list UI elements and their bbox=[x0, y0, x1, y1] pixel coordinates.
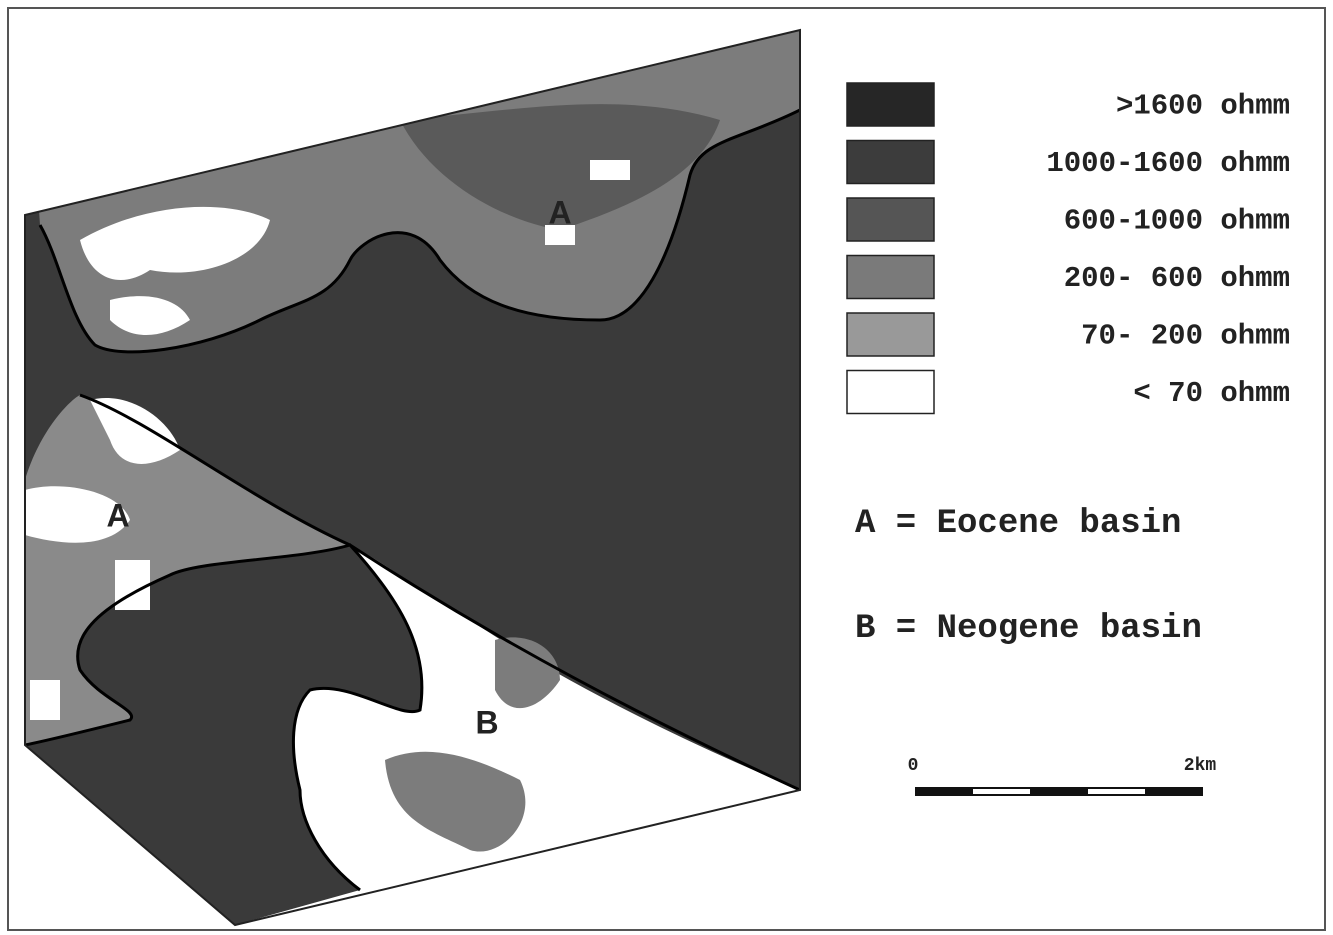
scale-bar-segment bbox=[973, 789, 1030, 794]
page: A A B >1600 ohmm 1000-1600 ohmm 600-1000 o… bbox=[0, 0, 1333, 935]
legend-label: >1600 ohmm bbox=[1116, 90, 1290, 123]
legend-label: 70- 200 ohmm bbox=[1081, 320, 1290, 353]
legend-label: 600-1000 ohmm bbox=[1064, 205, 1290, 238]
legend-swatch bbox=[847, 313, 934, 356]
scale-label: 0 bbox=[908, 756, 919, 776]
scale-bar-body bbox=[915, 787, 1203, 796]
map-label: A bbox=[106, 497, 129, 533]
scale-bar-segment bbox=[1088, 789, 1145, 794]
key-entry: B = Neogene basin bbox=[855, 610, 1202, 648]
key-entry: A = Eocene basin bbox=[855, 505, 1181, 543]
legend-swatch bbox=[847, 256, 934, 299]
legend-swatch bbox=[847, 141, 934, 184]
figure: A A B >1600 ohmm 1000-1600 ohmm 600-1000 o… bbox=[0, 0, 1333, 935]
legend-label: 200- 600 ohmm bbox=[1064, 262, 1290, 295]
scale-label: 2km bbox=[1184, 756, 1217, 776]
legend-swatch bbox=[847, 198, 934, 241]
legend-swatch bbox=[847, 83, 934, 126]
legend-swatch bbox=[847, 371, 934, 414]
legend-label: 1000-1600 ohmm bbox=[1046, 147, 1290, 180]
map-label: B bbox=[475, 704, 498, 740]
map-label: A bbox=[548, 194, 571, 230]
legend-label: < 70 ohmm bbox=[1133, 377, 1290, 410]
